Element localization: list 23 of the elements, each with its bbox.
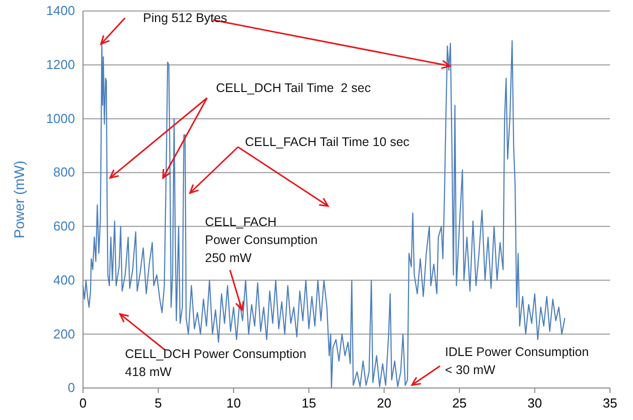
annotation: CELL_FACH Power Consumption 250 mW bbox=[205, 215, 318, 265]
annotation: CELL_DCH Power Consumption 418 mW bbox=[125, 347, 306, 379]
y-tick-label: 600 bbox=[53, 218, 75, 234]
x-tick-label: 35 bbox=[602, 396, 618, 411]
y-tick-label: 800 bbox=[53, 164, 75, 180]
y-tick-label: 400 bbox=[53, 272, 75, 288]
annotation: CELL_DCH Tail Time 2 sec bbox=[216, 81, 371, 95]
y-tick-label: 0 bbox=[68, 380, 75, 396]
y-axis-title: Power (mW) bbox=[11, 160, 27, 238]
annotation: IDLE Power Consumption < 30 mW bbox=[445, 345, 589, 377]
x-tick-label: 30 bbox=[527, 396, 542, 411]
y-tick-label: 1400 bbox=[46, 3, 75, 18]
x-tick-label: 0 bbox=[79, 396, 87, 411]
x-tick-label: 20 bbox=[376, 396, 392, 411]
y-tick-label: 200 bbox=[53, 326, 75, 342]
annotation: Ping 512 Bytes bbox=[143, 11, 228, 25]
y-tick-label: 1200 bbox=[46, 57, 75, 72]
x-tick-label: 10 bbox=[226, 396, 241, 411]
x-tick-label: 5 bbox=[154, 396, 162, 411]
x-tick-label: 15 bbox=[302, 396, 316, 411]
y-tick-label: 1000 bbox=[46, 110, 75, 126]
x-tick-label: 25 bbox=[452, 396, 467, 411]
annotation: CELL_FACH Tail Time 10 sec bbox=[245, 135, 410, 149]
